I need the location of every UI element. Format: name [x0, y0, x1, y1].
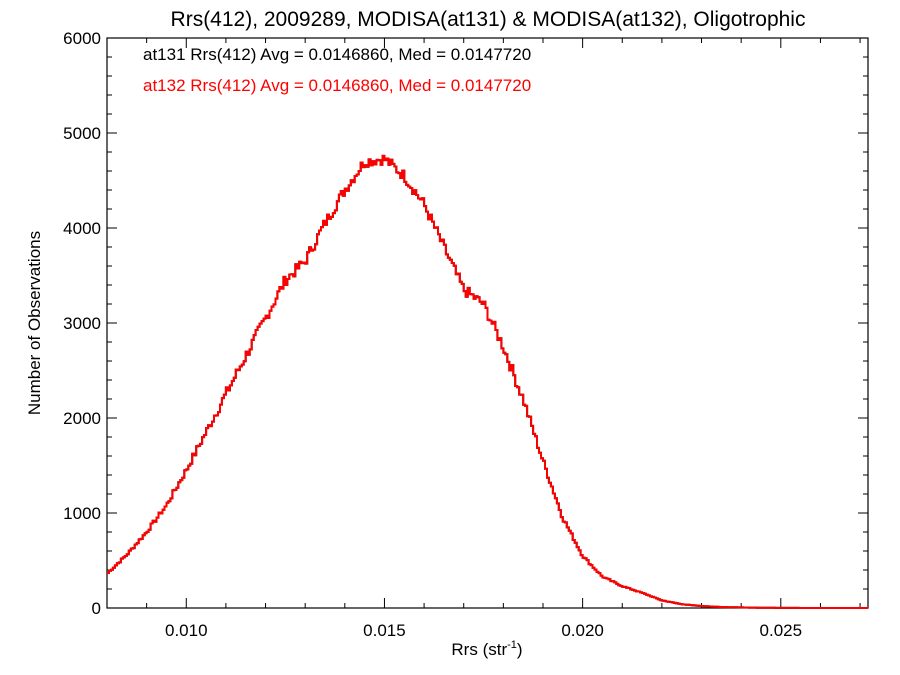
x-axis-label: Rrs (str-1) — [451, 639, 522, 659]
y-axis-label: Number of Observations — [25, 231, 44, 415]
y-tick-label: 6000 — [63, 29, 101, 48]
x-tick-label: 0.015 — [363, 621, 406, 640]
x-tick-label: 0.010 — [165, 621, 208, 640]
x-axis-label-superscript: -1 — [507, 639, 517, 651]
series-at131-histogram — [107, 154, 868, 609]
y-tick-label: 3000 — [63, 314, 101, 333]
series-layer — [107, 154, 868, 609]
x-axis: 0.010 0.015 0.020 0.025 — [106, 38, 861, 640]
y-tick-label: 4000 — [63, 219, 101, 238]
x-axis-label-close: ) — [517, 640, 523, 659]
x-tick-label: 0.025 — [760, 621, 803, 640]
plot-frame — [106, 37, 869, 609]
legend-entry-at132: at132 Rrs(412) Avg = 0.0146860, Med = 0.… — [143, 76, 531, 95]
legend-entry-at131: at131 Rrs(412) Avg = 0.0146860, Med = 0.… — [143, 45, 531, 64]
y-axis: 0 1000 2000 3000 4000 5000 6000 — [63, 29, 868, 618]
x-tick-label: 0.020 — [561, 621, 604, 640]
series-at132-histogram — [107, 154, 868, 609]
y-tick-label: 0 — [92, 599, 101, 618]
y-tick-label: 2000 — [63, 409, 101, 428]
legend: at131 Rrs(412) Avg = 0.0146860, Med = 0.… — [143, 45, 531, 95]
x-axis-label-main: Rrs (str — [451, 640, 507, 659]
chart-title: Rrs(412), 2009289, MODISA(at131) & MODIS… — [171, 8, 806, 31]
y-tick-label: 5000 — [63, 124, 101, 143]
y-tick-label: 1000 — [63, 504, 101, 523]
